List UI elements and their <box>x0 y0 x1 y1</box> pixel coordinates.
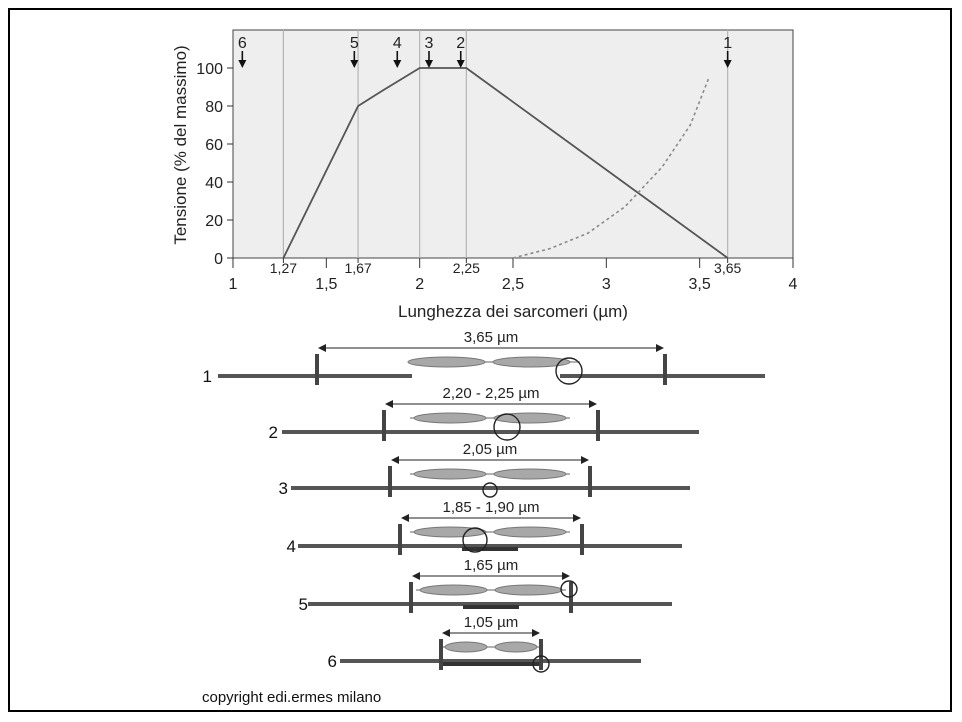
myosin-head-right <box>494 641 538 653</box>
y-tick-label-5: 100 <box>196 61 223 78</box>
marker-label-5: 5 <box>350 35 359 52</box>
marker-label-6: 6 <box>238 35 247 52</box>
series-group <box>282 67 729 259</box>
y-axis: 0 20 40 60 80 100 <box>196 61 233 268</box>
overlap-highlight-circle <box>560 580 578 598</box>
z-line-left <box>382 410 386 441</box>
sarcomere-2: 2 2,20 - 2,25 µm <box>269 385 699 442</box>
sarcomere-number-2: 2 <box>269 423 278 442</box>
marker-arrow-head-5 <box>350 60 359 68</box>
myosin-head-left <box>413 412 487 424</box>
overlap-highlight-circle <box>462 527 488 553</box>
myosin-head-right <box>494 584 563 596</box>
length-label-4: 1,85 - 1,90 µm <box>442 499 539 516</box>
y-tick-label-0: 0 <box>214 251 223 268</box>
length-label-2: 2,20 - 2,25 µm <box>442 385 539 402</box>
marker-label-2: 2 <box>456 35 465 52</box>
sarcomere-number-3: 3 <box>279 479 288 498</box>
z-line-left <box>315 354 319 385</box>
x-tick-label-3: 2,5 <box>502 276 524 293</box>
marker-arrow-head-2 <box>456 60 465 68</box>
sarcomere-diagrams: 1 3,65 µm 2 2,20 - 2,25 µm 3 2,05 µm 4 1,85 - 1… <box>203 329 765 673</box>
x-axis: 1 1,5 2 2,5 3 3,5 4 1,27 1,67 2,25 3,65 <box>229 258 798 293</box>
overlap-highlight-circle <box>493 413 521 441</box>
copyright-text: copyright edi.ermes milano <box>202 689 381 706</box>
x-mark-label-2: 2,25 <box>453 260 480 276</box>
myosin-head-left <box>407 356 486 368</box>
x-tick-label-2: 2 <box>415 276 424 293</box>
x-mark-label-1: 1,67 <box>344 260 371 276</box>
marker-6: 6 <box>238 35 247 68</box>
z-line-right <box>663 354 667 385</box>
sarcomere-number-4: 4 <box>287 537 296 556</box>
length-label-1: 3,65 µm <box>464 329 519 346</box>
x-mark-label-0: 1,27 <box>270 260 297 276</box>
overlap-highlight-circle <box>532 655 550 673</box>
z-line-right <box>588 466 592 497</box>
y-tick-label-1: 20 <box>205 213 223 230</box>
sarcomere-5: 5 1,65 µm <box>299 557 672 614</box>
z-line-right <box>539 639 543 670</box>
marker-arrow-head-3 <box>425 60 433 68</box>
sarcomere-6: 6 1,05 µm <box>328 614 641 673</box>
series-line-solid <box>282 67 729 259</box>
x-tick-label-5: 3,5 <box>689 276 711 293</box>
x-tick-label-6: 4 <box>789 276 798 293</box>
myosin-head-left <box>419 584 488 596</box>
overlap-highlight-circle <box>482 482 498 498</box>
marker-3: 3 <box>425 35 434 68</box>
sarcomere-3: 3 2,05 µm <box>279 441 690 498</box>
z-line-left <box>398 524 402 555</box>
marker-arrow-head-6 <box>238 60 247 68</box>
y-tick-label-4: 80 <box>205 99 223 116</box>
myosin-head-right <box>492 356 571 368</box>
length-label-5: 1,65 µm <box>464 557 519 574</box>
myosin-head-right <box>493 526 567 538</box>
z-line-right <box>569 582 573 613</box>
marker-arrow-head-4 <box>393 60 402 68</box>
z-line-right <box>580 524 584 555</box>
sarcomere-number-1: 1 <box>203 367 212 386</box>
z-line-left <box>388 466 392 497</box>
overlap-highlight-circle <box>555 357 583 385</box>
y-axis-label: Tensione (% del massimo) <box>171 45 190 244</box>
sarcomere-number-6: 6 <box>328 652 337 671</box>
x-axis-label: Lunghezza dei sarcomeri (µm) <box>398 302 628 321</box>
x-tick-label-0: 1 <box>229 276 238 293</box>
sarcomere-4: 4 1,85 - 1,90 µm <box>287 499 682 556</box>
x-tick-label-4: 3 <box>602 276 611 293</box>
marker-arrows: 6 5 4 3 2 1 <box>238 35 732 68</box>
x-tick-label-1: 1,5 <box>315 276 337 293</box>
series-line-dotted <box>512 77 710 259</box>
z-line-left <box>409 582 413 613</box>
marker-label-4: 4 <box>393 35 402 52</box>
marker-label-1: 1 <box>723 35 732 52</box>
sarcomere-1: 1 3,65 µm <box>203 329 765 386</box>
sarcomere-number-5: 5 <box>299 595 308 614</box>
myosin-head-left <box>444 641 488 653</box>
z-line-right <box>596 410 600 441</box>
marker-label-3: 3 <box>425 35 434 52</box>
marker-4: 4 <box>393 35 402 68</box>
y-tick-label-2: 40 <box>205 175 223 192</box>
marker-5: 5 <box>350 35 359 68</box>
myosin-head-right <box>493 468 567 480</box>
myosin-head-left <box>413 468 487 480</box>
plot-area <box>232 29 794 259</box>
length-label-6: 1,05 µm <box>464 614 519 631</box>
marker-2: 2 <box>456 35 465 68</box>
marker-arrow-head-1 <box>723 60 732 68</box>
x-mark-label-3: 3,65 <box>714 260 741 276</box>
length-label-3: 2,05 µm <box>463 441 518 458</box>
y-tick-label-3: 60 <box>205 137 223 154</box>
z-line-left <box>439 639 443 670</box>
marker-1: 1 <box>723 35 732 68</box>
